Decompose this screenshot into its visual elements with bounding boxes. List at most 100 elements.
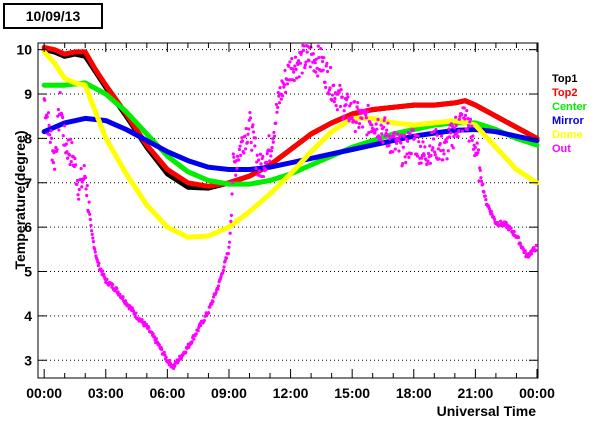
series-point: [192, 337, 196, 341]
series-point: [276, 105, 280, 109]
series-point: [68, 162, 72, 167]
series-point: [75, 178, 80, 183]
series-point: [69, 137, 73, 141]
series-point: [296, 62, 300, 66]
axes: 3 4 5 6 7 8 9 10 00:00 03:00 06:00 09:00 12:00 15:00 1…: [16, 42, 555, 401]
series-point: [282, 85, 286, 89]
series-point: [441, 148, 445, 152]
series-point: [337, 90, 341, 94]
series-point: [325, 69, 330, 74]
series-point: [354, 120, 359, 125]
series-point: [518, 241, 522, 245]
series-point: [454, 115, 458, 119]
series-point: [399, 141, 403, 145]
series-point: [279, 97, 283, 101]
series-point: [442, 152, 446, 156]
series-point: [444, 140, 449, 144]
series-point: [324, 64, 328, 68]
series-point: [61, 115, 65, 120]
series-point: [66, 138, 70, 142]
series-point: [332, 83, 336, 87]
series-point: [295, 76, 299, 80]
series-point: [455, 131, 459, 135]
series-point: [452, 134, 456, 139]
y-tick-label: 10: [16, 42, 32, 58]
series-point: [284, 90, 288, 94]
series-point: [341, 114, 346, 118]
series-point: [426, 151, 431, 156]
series-point: [277, 101, 282, 105]
series-point: [425, 162, 429, 166]
series-point: [393, 147, 397, 151]
series-point: [231, 152, 235, 156]
series-point: [296, 59, 301, 63]
series-point: [264, 160, 269, 164]
series-point: [338, 83, 342, 87]
series-point: [57, 128, 61, 132]
series-point: [168, 358, 172, 363]
series-point: [385, 128, 389, 132]
series-point: [334, 104, 338, 108]
series-point: [516, 235, 521, 240]
series-point: [467, 139, 471, 143]
series-point: [319, 47, 323, 51]
series-point: [361, 125, 365, 129]
series-point: [298, 61, 303, 65]
series-point: [89, 229, 94, 233]
series-point: [370, 123, 374, 127]
series-point: [393, 130, 397, 135]
series-point: [436, 147, 441, 151]
series-point: [523, 249, 527, 253]
series-point: [435, 133, 439, 137]
series-dome: [41, 49, 540, 240]
series-point: [88, 212, 92, 216]
series-point: [214, 291, 218, 295]
series-point: [85, 183, 89, 188]
series-point: [406, 139, 410, 143]
series-mirror: [41, 115, 540, 172]
series-point: [376, 117, 380, 122]
series-point: [123, 299, 128, 303]
series-point: [221, 271, 225, 275]
series-point: [78, 177, 83, 182]
series-point: [202, 318, 206, 323]
series-point: [396, 132, 400, 136]
series-point: [433, 150, 437, 154]
series-point: [252, 130, 256, 134]
series-point: [346, 95, 350, 99]
series-point: [56, 107, 60, 112]
series-point: [446, 149, 450, 153]
series-point: [482, 190, 486, 194]
series-point: [314, 70, 318, 74]
series-point: [301, 48, 306, 52]
series-point: [445, 157, 449, 161]
series-point: [447, 127, 451, 131]
series-point: [317, 55, 321, 60]
series-point: [365, 110, 370, 114]
series-point: [304, 60, 308, 64]
series-point: [373, 131, 377, 135]
series-point: [229, 213, 234, 217]
series-point: [477, 179, 481, 183]
series-point: [64, 142, 68, 146]
series-point: [456, 134, 460, 139]
series-point: [83, 176, 88, 180]
series-point: [353, 100, 357, 104]
series-point: [157, 343, 161, 347]
series-point: [314, 57, 319, 61]
series-point: [420, 156, 424, 160]
series-point: [366, 103, 370, 107]
series-point: [409, 151, 413, 156]
series-point: [79, 167, 83, 171]
series-point: [255, 153, 259, 157]
series-point: [335, 108, 339, 112]
series-point: [65, 156, 70, 160]
series-point: [362, 108, 367, 112]
series-point: [356, 100, 360, 105]
series-point: [97, 261, 101, 265]
series-point: [383, 116, 387, 120]
series-point: [534, 243, 538, 247]
series-point: [358, 111, 362, 115]
series-point: [392, 135, 396, 139]
series-point: [423, 145, 427, 149]
